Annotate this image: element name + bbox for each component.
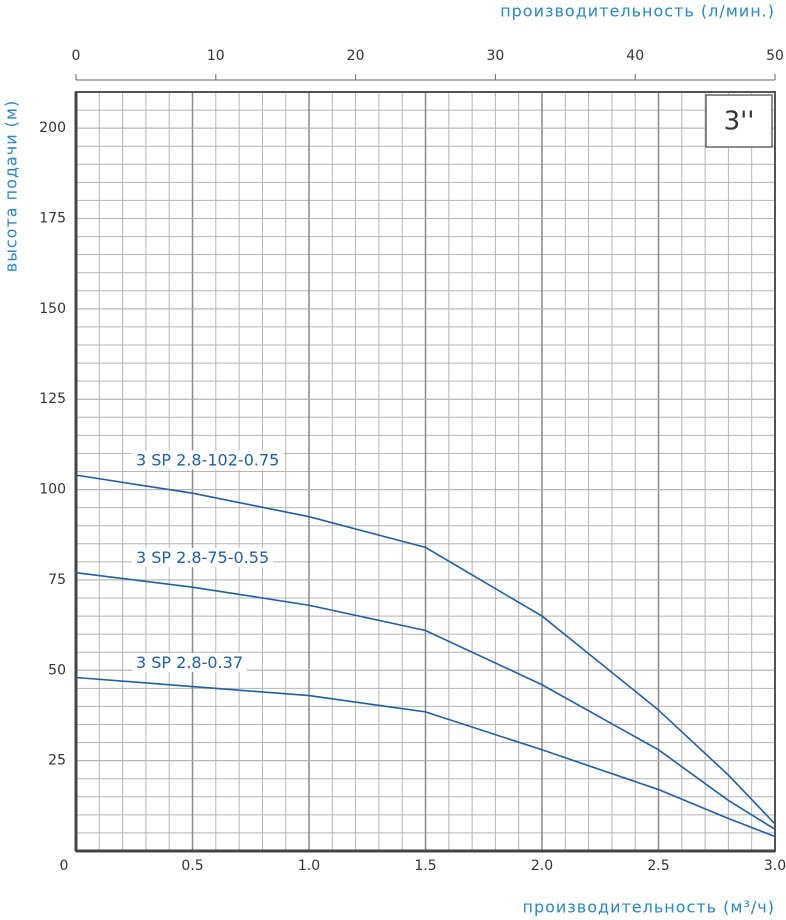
x2-axis-title: производительность (л/мин.) <box>500 2 775 21</box>
badge-box <box>705 94 773 148</box>
y-tick-label: 25 <box>48 753 66 769</box>
x2-tick-label: 10 <box>207 48 225 64</box>
y-tick-label: 100 <box>39 482 66 498</box>
x-axis-title: производительность (м³/ч) <box>522 898 775 917</box>
x-tick-label: 0 <box>60 858 69 874</box>
curve <box>75 676 776 838</box>
y-tick-label: 200 <box>39 120 66 136</box>
x2-tick-label: 30 <box>486 48 504 64</box>
curve <box>75 571 776 830</box>
x-tick-label: 2.5 <box>647 858 669 874</box>
x-tick-label: 1.5 <box>414 858 436 874</box>
x-tick-label: 2.0 <box>531 858 553 874</box>
x2-tick-label: 40 <box>626 48 644 64</box>
x2-tick-label: 0 <box>72 48 81 64</box>
y-axis-title: высота подачи (м) <box>2 100 21 272</box>
x2-tick-label: 20 <box>347 48 365 64</box>
curve-label: 3 SP 2.8-0.37 <box>136 653 243 672</box>
y-tick-label: 125 <box>39 391 66 407</box>
y-tick-label: 175 <box>39 211 66 227</box>
curve <box>75 474 776 825</box>
x-tick-label: 3.0 <box>764 858 786 874</box>
curve-label-bg <box>132 653 247 673</box>
badge: 3'' <box>724 107 755 137</box>
x2-tick-label: 50 <box>766 48 784 64</box>
x-tick-label: 0.5 <box>181 858 203 874</box>
curve-label-bg <box>132 548 274 568</box>
curve-label: 3 SP 2.8-75-0.55 <box>136 548 269 567</box>
y-tick-label: 50 <box>48 662 66 678</box>
x-tick-label: 1.0 <box>298 858 320 874</box>
y-tick-label: 75 <box>48 572 66 588</box>
y-tick-label: 150 <box>39 301 66 317</box>
curve-label-bg <box>132 450 284 470</box>
curve-label: 3 SP 2.8-102-0.75 <box>136 451 279 470</box>
